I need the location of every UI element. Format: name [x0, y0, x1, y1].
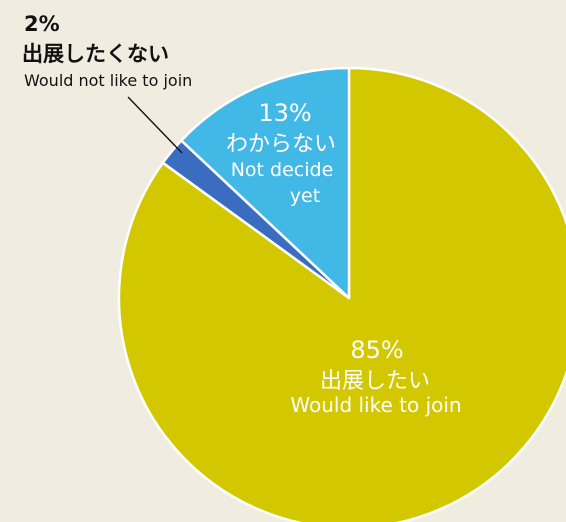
slice-label-en-no: Would not like to join [24, 71, 192, 90]
slice-label-ja-undecided: わからない [226, 132, 336, 157]
slice-label-en-undecided-line2: yet [290, 185, 320, 207]
slice-percent-yes: 85% [350, 336, 403, 364]
slice-label-en-yes: Would like to join [290, 393, 461, 417]
slice-percent-no: 2% [24, 12, 60, 36]
slice-label-ja-yes: 出展したい [320, 369, 430, 394]
leader-line-no [128, 97, 182, 153]
slice-label-ja-no: 出展したくない [22, 42, 169, 66]
slice-percent-undecided: 13% [258, 99, 311, 127]
slice-label-en-undecided-line1: Not decide [231, 159, 334, 181]
